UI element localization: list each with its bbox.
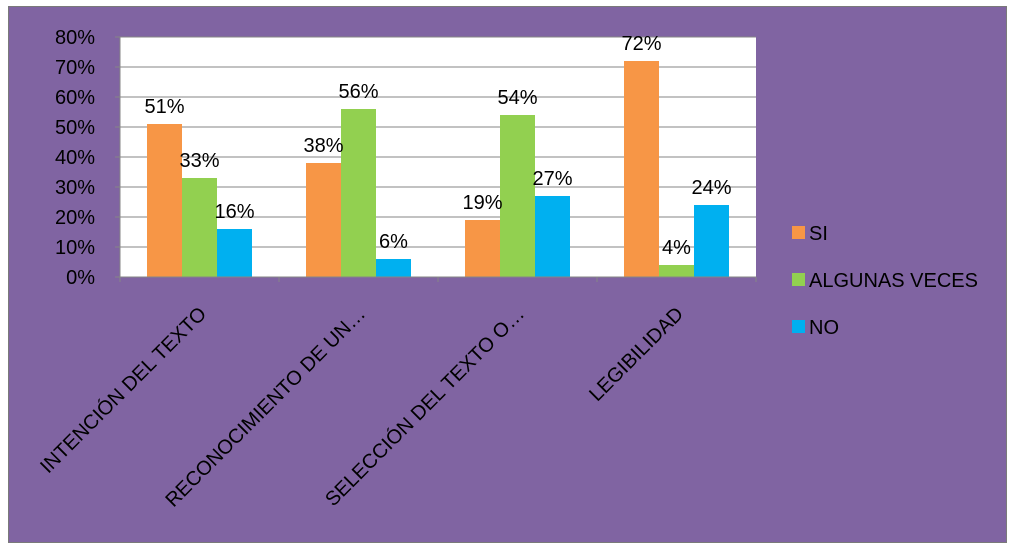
bar (694, 205, 729, 277)
y-tick-label: 10% (55, 237, 95, 259)
bar (306, 163, 341, 277)
bar (500, 115, 535, 277)
legend-swatch (792, 320, 805, 333)
legend-label: SI (809, 223, 828, 245)
y-tick-label: 70% (55, 57, 95, 79)
legend-swatch (792, 273, 805, 286)
bar (624, 61, 659, 277)
bar (465, 220, 500, 277)
data-label: 19% (462, 192, 502, 214)
bar (182, 178, 217, 277)
y-axis-ticks: 0% 10% 20% 30% 40% 50% 60% 70% 80% (55, 27, 95, 289)
bar (341, 109, 376, 277)
data-label: 72% (621, 33, 661, 55)
bar (376, 259, 411, 277)
data-label: 56% (338, 81, 378, 103)
legend: SI ALGUNAS VECES NO (792, 223, 978, 339)
data-label: 6% (379, 231, 408, 253)
category-label: LEGIBILIDAD (585, 303, 688, 406)
data-label: 51% (144, 96, 184, 118)
y-tick-label: 0% (66, 267, 95, 289)
y-tick-label: 20% (55, 207, 95, 229)
chart-frame: 0% 10% 20% 30% 40% 50% 60% 70% 80% 51% 38% 19% 72% 3… (8, 6, 1007, 543)
data-label: 54% (497, 87, 537, 109)
data-label: 4% (662, 237, 691, 259)
data-label: 38% (303, 135, 343, 157)
category-label: INTENCIÓN DEL TEXTO (36, 302, 212, 478)
data-label: 33% (179, 150, 219, 172)
data-label: 16% (214, 201, 254, 223)
y-tick-label: 30% (55, 177, 95, 199)
legend-label: ALGUNAS VECES (809, 270, 978, 292)
bars (147, 61, 729, 277)
bar (535, 196, 570, 277)
legend-label: NO (809, 317, 839, 339)
y-tick-label: 60% (55, 87, 95, 109)
axes (115, 36, 757, 282)
bar (659, 265, 694, 277)
y-tick-label: 50% (55, 117, 95, 139)
data-labels: 51% 38% 19% 72% 33% 56% 54% 4% 16% 6% 27% 24% (144, 33, 731, 259)
legend-swatch (792, 226, 805, 239)
data-label: 24% (691, 177, 731, 199)
y-tick-label: 40% (55, 147, 95, 169)
y-tick-label: 80% (55, 27, 95, 49)
data-label: 27% (532, 168, 572, 190)
bar-chart: 0% 10% 20% 30% 40% 50% 60% 70% 80% 51% 38% 19% 72% 3… (36, 27, 978, 512)
bar (217, 229, 252, 277)
bar (147, 124, 182, 277)
